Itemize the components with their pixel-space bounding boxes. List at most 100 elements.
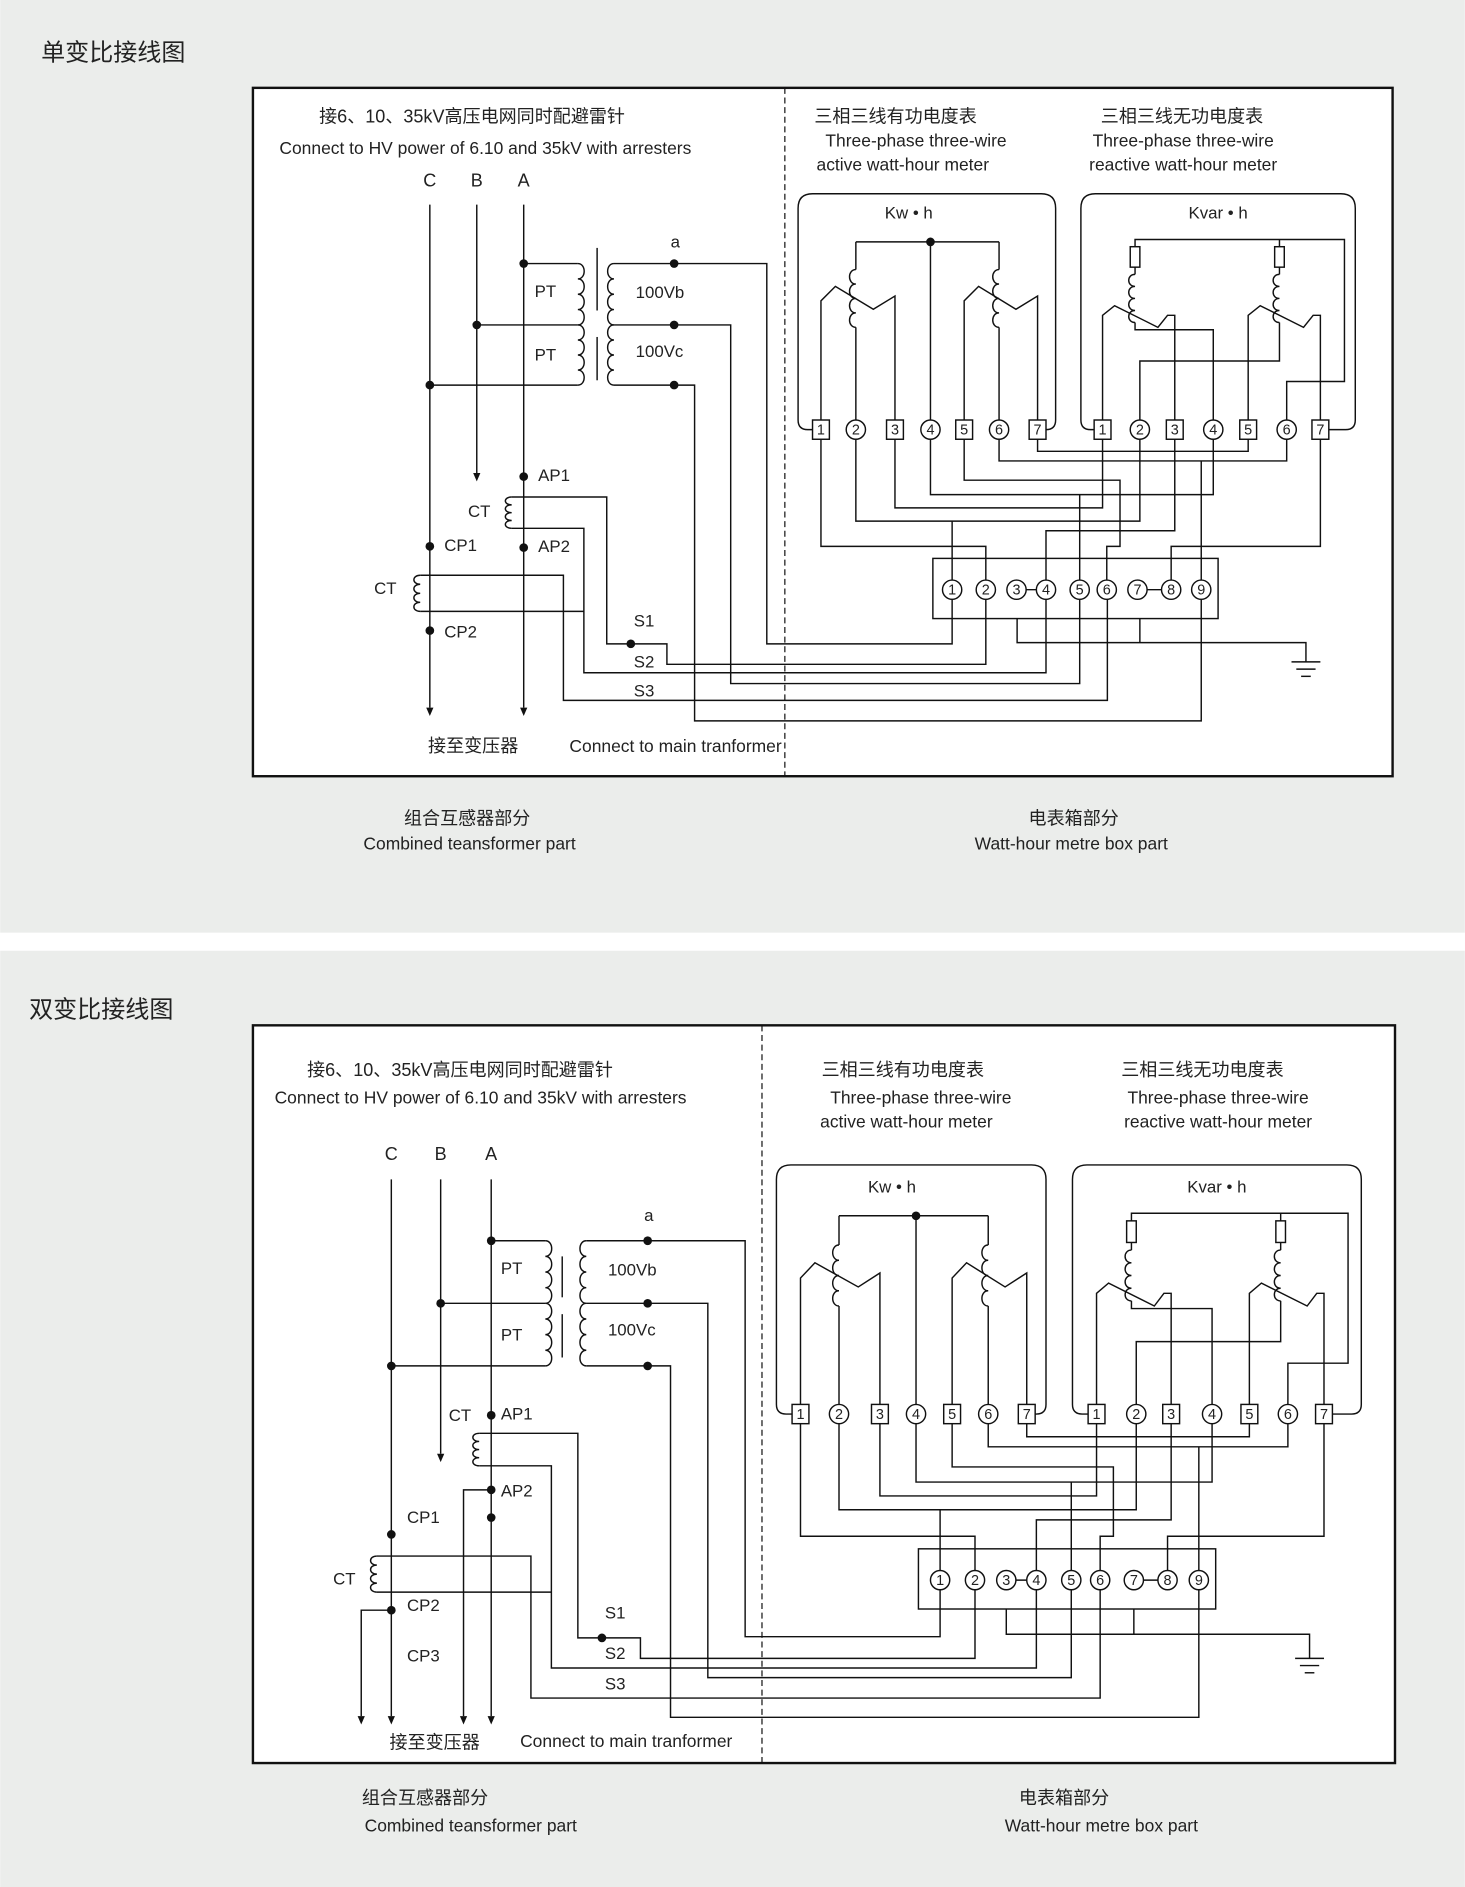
junction-dot [425, 626, 435, 635]
arrow-down-icon [437, 1453, 445, 1463]
resistor-icon [1273, 245, 1286, 268]
junction-terminal-number: 6 [1096, 1573, 1104, 1589]
terminal-circle [1202, 419, 1224, 440]
wire [915, 1423, 1213, 1483]
reactive-meter-title-cn: 三相三线无功电度表 [1121, 1060, 1283, 1080]
kwh-label: Kw • h [885, 204, 933, 223]
current-coil [963, 285, 1039, 421]
terminal-square [885, 419, 905, 440]
reactive-meter-title-en: Three-phase three-wire [1093, 131, 1274, 151]
pt-label: PT [501, 1325, 523, 1344]
coil-icon [606, 262, 615, 326]
pt-c-wire [647, 1365, 1200, 1719]
terminal-circle [845, 419, 867, 440]
junction-terminal-number: 3 [1002, 1573, 1010, 1589]
current-coil [1101, 304, 1176, 421]
junction-dot [626, 639, 636, 649]
diagram-frame [251, 1024, 1397, 1765]
terminal-a-label: a [671, 233, 681, 252]
hv-caption-en: Connect to HV power of 6.10 and 35kV wit… [279, 138, 691, 158]
pt-label: PT [535, 282, 557, 301]
junction-dot [386, 1530, 396, 1539]
coil-icon [579, 1240, 587, 1305]
junction-terminal-number: 9 [1197, 583, 1205, 599]
junction-terminal-number: 1 [948, 583, 956, 599]
terminal-circle [828, 1403, 850, 1425]
ct-c-label: CT [374, 579, 396, 598]
terminal-number: 7 [1034, 423, 1042, 439]
secondary-label-c: 100Vc [608, 1320, 656, 1339]
junction-dot [486, 1236, 496, 1246]
terminal-square [942, 1403, 962, 1425]
terminal-number: 2 [1132, 1407, 1140, 1423]
cp2-label: CP2 [444, 622, 477, 641]
hv-caption-en: Connect to HV power of 6.10 and 35kV wit… [275, 1087, 687, 1107]
reactive-meter-subtitle-en: reactive watt-hour meter [1124, 1111, 1312, 1131]
active-meter-subtitle-en: active watt-hour meter [820, 1111, 993, 1131]
junction-terminal-number: 5 [1067, 1573, 1075, 1589]
terminal-square [1165, 419, 1184, 440]
diagram-frame [251, 86, 1394, 778]
current-coil [820, 285, 896, 421]
terminal-number: 5 [948, 1407, 956, 1423]
terminal-number: 6 [1283, 423, 1291, 439]
junction-dot [436, 1298, 445, 1308]
s2-label: S2 [634, 653, 655, 672]
junction-dot [425, 542, 435, 551]
pt-b-wire [647, 1302, 1072, 1679]
terminal-number: 5 [960, 423, 968, 439]
junction-terminal [1160, 579, 1182, 601]
terminal-circle [1129, 419, 1151, 440]
terminal-square [791, 1403, 810, 1425]
coil-icon [606, 324, 615, 386]
terminal-circle [920, 419, 941, 440]
ct-a-s2-wire [511, 527, 1047, 674]
junction-dot [519, 259, 529, 268]
arrow-down-icon [426, 707, 434, 717]
wire [838, 1423, 1137, 1511]
ground-icon [1291, 661, 1321, 678]
right-part-title-en: Watt-hour metre box part [975, 833, 1168, 853]
terminal-circle [1125, 1403, 1147, 1425]
to-transformer-cn: 接至变压器 [390, 1733, 480, 1753]
terminal-number: 5 [1245, 1407, 1253, 1423]
current-coil [951, 1261, 1028, 1405]
terminal-number: 6 [1284, 1407, 1292, 1423]
junction-terminal-number: 8 [1167, 583, 1175, 599]
junction-terminal-number: 7 [1133, 583, 1141, 599]
terminal-number: 3 [891, 423, 899, 439]
s3-label: S3 [634, 681, 655, 700]
phase-label: B [471, 170, 483, 190]
terminal-square [955, 419, 974, 440]
junction-dot [425, 380, 435, 390]
terminal-circle [1277, 1403, 1299, 1425]
terminal-circle [905, 1403, 927, 1425]
junction-dot [472, 320, 482, 330]
right-part-title-cn: 电表箱部分 [1019, 1788, 1109, 1808]
active-meter-subtitle-en: active watt-hour meter [817, 155, 990, 175]
pt-c-wire [674, 384, 1202, 722]
hv-caption-cn: 接6、10、35kV高压电网同时配避雷针 [307, 1060, 613, 1080]
terminal-square [1093, 419, 1112, 440]
kwh-label: Kw • h [868, 1177, 916, 1196]
terminal-square [811, 419, 831, 440]
left-part-title-cn: 组合互感器部分 [404, 808, 530, 828]
junction-terminal [1127, 579, 1148, 601]
junction-box [932, 557, 1219, 620]
wire [1045, 439, 1176, 581]
to-transformer-en: Connect to main tranformer [569, 736, 781, 756]
pt-a-wire [647, 1240, 941, 1638]
junction-terminal-number: 8 [1164, 1573, 1172, 1589]
current-coil [1248, 1282, 1325, 1405]
junction-dot [643, 1236, 652, 1246]
coil-icon [1124, 1249, 1132, 1302]
pt-label: PT [501, 1259, 523, 1278]
cp1-label: CP1 [407, 1508, 440, 1527]
wire [1035, 1423, 1172, 1571]
wire [879, 1423, 1098, 1497]
current-coil [1095, 1282, 1172, 1405]
diagram-title: 单变比接线图 [41, 40, 185, 67]
junction-terminal [1123, 1569, 1145, 1591]
ground-wire [1016, 618, 1307, 662]
